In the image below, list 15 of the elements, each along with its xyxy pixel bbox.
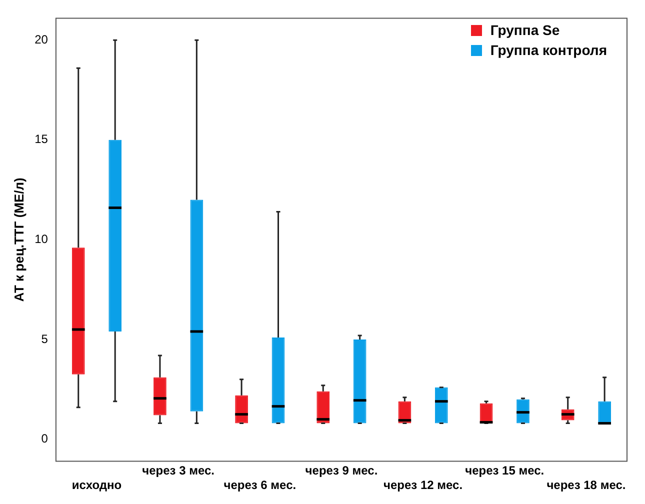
x-tick-label: через 18 мес.	[546, 478, 626, 492]
y-tick-label: 0	[41, 432, 48, 446]
legend-label: Группа контроля	[490, 42, 607, 58]
y-tick-label: 10	[34, 232, 48, 246]
y-axis-title: АТ к рец.ТТГ (МЕ/л)	[11, 178, 26, 302]
x-tick-label: через 15 мес.	[465, 464, 544, 478]
x-tick-label: через 9 мес.	[305, 464, 378, 478]
y-tick-label: 20	[34, 32, 48, 46]
x-tick-label: через 3 мес.	[142, 464, 214, 478]
x-tick-label: исходно	[72, 478, 122, 492]
x-tick-label: через 12 мес.	[384, 478, 463, 492]
x-tick-label: через 6 мес.	[224, 478, 296, 492]
y-tick-label: 15	[34, 132, 48, 146]
legend-label: Группа Se	[490, 22, 560, 38]
y-tick-label: 5	[41, 332, 48, 346]
